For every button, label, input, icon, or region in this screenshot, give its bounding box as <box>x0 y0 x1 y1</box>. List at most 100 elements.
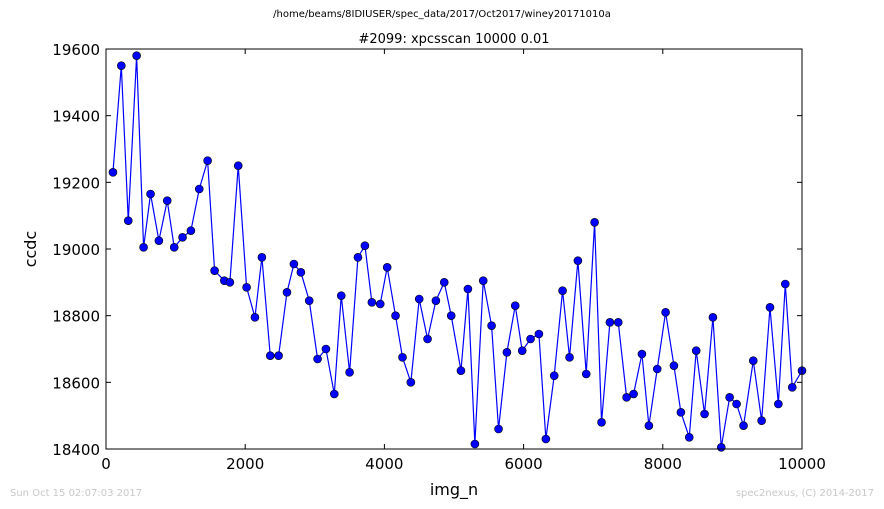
data-point <box>367 298 377 307</box>
footer-credit: spec2nexus, (C) 2014-2017 <box>735 488 874 499</box>
data-point <box>780 279 790 289</box>
data-point <box>622 393 631 402</box>
data-point <box>250 313 260 322</box>
data-point <box>225 278 235 287</box>
x-axis-label: img_n <box>430 480 478 500</box>
data-point <box>313 354 322 364</box>
data-point <box>637 349 647 359</box>
data-point <box>360 241 370 250</box>
data-point <box>774 399 783 409</box>
plot-frame <box>105 48 803 450</box>
data-point <box>716 443 726 452</box>
x-tick-label: 6000 <box>505 455 543 473</box>
data-point <box>406 378 416 387</box>
data-point <box>456 366 466 375</box>
data-point <box>661 308 670 317</box>
data-point <box>439 278 449 287</box>
data-point <box>194 184 204 194</box>
data-point <box>345 368 354 377</box>
y-tick-label: 19400 <box>52 108 100 126</box>
data-point <box>565 353 574 362</box>
data-point <box>590 218 599 227</box>
data-point <box>431 296 441 305</box>
data-point <box>470 439 480 449</box>
x-tick-label: 4000 <box>365 455 403 473</box>
data-point <box>265 351 275 360</box>
data-point <box>494 424 503 434</box>
data-point <box>296 268 306 277</box>
data-point <box>169 243 179 252</box>
y-tick-label: 19200 <box>52 174 100 192</box>
file-path-title: /home/beams/8IDIUSER/spec_data/2017/Oct2… <box>273 9 611 20</box>
data-point <box>517 346 527 355</box>
data-point <box>117 61 126 70</box>
x-tick-label: 8000 <box>644 455 682 473</box>
data-point <box>139 243 148 252</box>
data-point <box>757 416 766 425</box>
data-point <box>289 259 299 269</box>
data-point <box>700 409 709 419</box>
data-point <box>478 276 488 285</box>
data-point <box>321 344 331 354</box>
data-point <box>274 351 283 360</box>
data-point <box>765 303 775 312</box>
x-tick-label: 10000 <box>778 455 826 473</box>
data-point <box>353 253 363 262</box>
data-point <box>732 399 741 409</box>
data-point <box>629 389 638 399</box>
data-point <box>605 318 615 327</box>
data-point <box>210 266 219 275</box>
plot-area <box>108 51 807 452</box>
data-point <box>108 168 118 177</box>
data-point <box>391 311 400 320</box>
data-point <box>787 383 797 392</box>
data-point <box>573 256 583 265</box>
data-point <box>463 284 473 294</box>
series-line <box>112 55 803 448</box>
data-point <box>304 296 314 305</box>
y-tick-label: 18400 <box>52 441 100 459</box>
data-point <box>375 299 385 309</box>
data-point <box>329 389 339 399</box>
axis-ticks: 0 2000 4000 6000 8000 10000 18400 18600 18800 190… <box>52 41 826 473</box>
footer-timestamp: Sun Oct 15 02:07:03 2017 <box>10 488 143 499</box>
data-point <box>336 291 346 300</box>
data-point <box>669 361 679 370</box>
data-point <box>748 356 758 365</box>
data-point <box>282 288 292 297</box>
data-point <box>510 301 520 310</box>
y-tick-label: 18600 <box>52 374 100 392</box>
data-point <box>242 283 251 292</box>
data-point <box>154 236 164 245</box>
y-tick-label: 18800 <box>52 308 100 326</box>
data-point <box>534 329 544 339</box>
data-point <box>178 233 187 242</box>
data-point <box>526 334 535 344</box>
data-point <box>613 318 623 327</box>
data-point <box>446 311 456 320</box>
data-point <box>162 196 172 205</box>
data-point <box>203 156 212 165</box>
data-point <box>414 294 424 304</box>
data-point <box>146 189 155 199</box>
data-point <box>382 263 392 272</box>
data-point <box>652 364 662 374</box>
data-point <box>549 371 559 380</box>
data-point <box>123 216 133 225</box>
data-point <box>708 313 718 322</box>
x-tick-label: 2000 <box>226 455 264 473</box>
data-point <box>558 286 567 295</box>
data-point <box>739 421 748 430</box>
data-point <box>541 434 551 444</box>
data-point <box>581 369 591 379</box>
y-axis-label: ccdc <box>21 231 40 268</box>
data-point <box>691 346 701 355</box>
data-point <box>684 433 694 442</box>
data-point <box>257 253 267 262</box>
data-point <box>423 334 432 344</box>
data-point <box>186 226 196 235</box>
data-point <box>132 51 141 60</box>
data-point <box>398 353 407 362</box>
data-point <box>597 418 606 427</box>
